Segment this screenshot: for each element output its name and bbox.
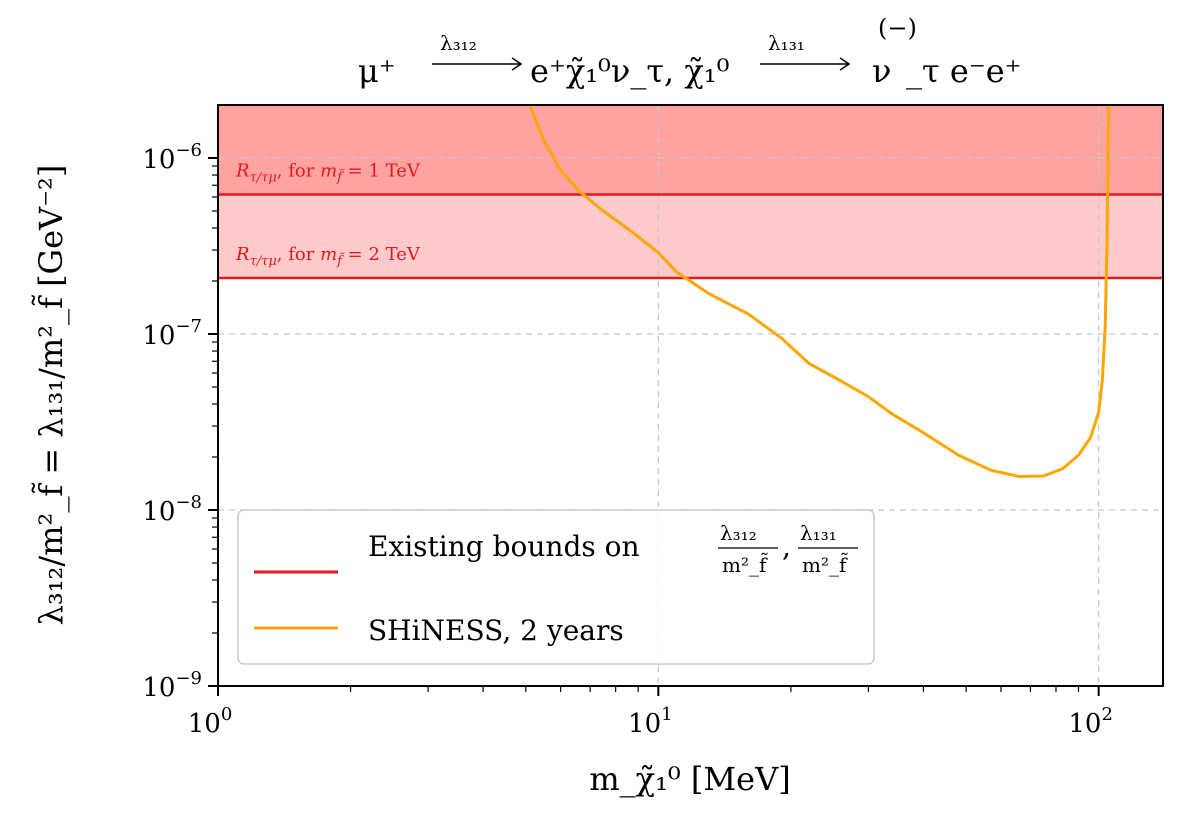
legend-entry-bounds: Existing bounds on λ₃₁₂ m²_f̃ , λ₁₃₁ m²_… [254, 521, 858, 577]
bound-label-1: Rτ/τμ, for mf̃ = 1 TeV [235, 161, 421, 186]
chart-title: μ⁺ λ₃₁₂ e⁺χ̃₁⁰ν_τ, χ̃₁⁰ λ₁₃₁ (−) ν _τ e⁻… [358, 14, 1022, 90]
bound-bands [218, 105, 1163, 279]
bound-band-1 [218, 105, 1163, 195]
legend-frac2-num: λ₁₃₁ [800, 521, 837, 545]
y-tick-label-0: 10−9 [142, 668, 202, 703]
title-mid: e⁺χ̃₁⁰ν_τ, χ̃₁⁰ [530, 52, 729, 90]
legend-frac2-den: m²_f̃ [802, 553, 849, 577]
title-rhs-nu: ν [872, 52, 891, 90]
legend-comma: , [782, 530, 791, 563]
x-axis-label-text: m_χ̃₁⁰ [MeV] [589, 760, 790, 798]
legend-frac1-num: λ₃₁₂ [720, 521, 757, 545]
title-arrow2-head [839, 57, 851, 71]
title-rhs: _τ e⁻e⁺ [906, 52, 1022, 90]
y-axis-label-text: λ₃₁₂/m²_f̃ = λ₁₃₁/m²_f̃ [GeV⁻²] [32, 165, 70, 626]
title-lhs: μ⁺ [358, 52, 396, 90]
bound-label-2: Rτ/τμ, for mf̃ = 2 TeV [235, 244, 421, 269]
series-lines [528, 105, 1111, 478]
bound-lines [218, 193, 1163, 280]
bound-band-2 [218, 194, 1163, 279]
y-tick-label-3: 10−6 [142, 140, 202, 175]
y-tick-label-1: 10−8 [142, 492, 202, 527]
x-tick-label-0: 100 [188, 704, 233, 739]
y-ticks: 10−9 10−8 10−7 10−6 [142, 140, 218, 703]
plot-frame [217, 104, 1164, 687]
legend-label-shiness: SHiNESS, 2 years [368, 614, 624, 647]
y-axis-label: λ₃₁₂/m²_f̃ = λ₁₃₁/m²_f̃ [GeV⁻²] [32, 165, 70, 626]
legend: Existing bounds on λ₃₁₂ m²_f̃ , λ₁₃₁ m²_… [237, 509, 875, 665]
legend-entry-shiness: SHiNESS, 2 years [254, 614, 624, 647]
legend-box [237, 509, 875, 665]
title-arrow1-label: λ₃₁₂ [440, 31, 477, 55]
title-arrow1-head [511, 57, 523, 71]
bound-labels: Rτ/τμ, for mf̃ = 1 TeV Rτ/τμ, for mf̃ = 2… [235, 161, 421, 269]
x-tick-label-2: 102 [1068, 704, 1113, 739]
series-line-1 [528, 105, 1111, 478]
legend-frac1-den: m²_f̃ [722, 553, 769, 577]
title-arrow2-label: λ₁₃₁ [768, 31, 805, 55]
x-axis-label: m_χ̃₁⁰ [MeV] [589, 760, 790, 798]
legend-label-bounds: Existing bounds on [368, 530, 640, 563]
y-tick-label-2: 10−7 [142, 316, 202, 351]
title-bar: (−) [878, 14, 917, 42]
x-tick-label-1: 101 [628, 704, 673, 739]
x-ticks: 100 101 102 [188, 686, 1113, 739]
